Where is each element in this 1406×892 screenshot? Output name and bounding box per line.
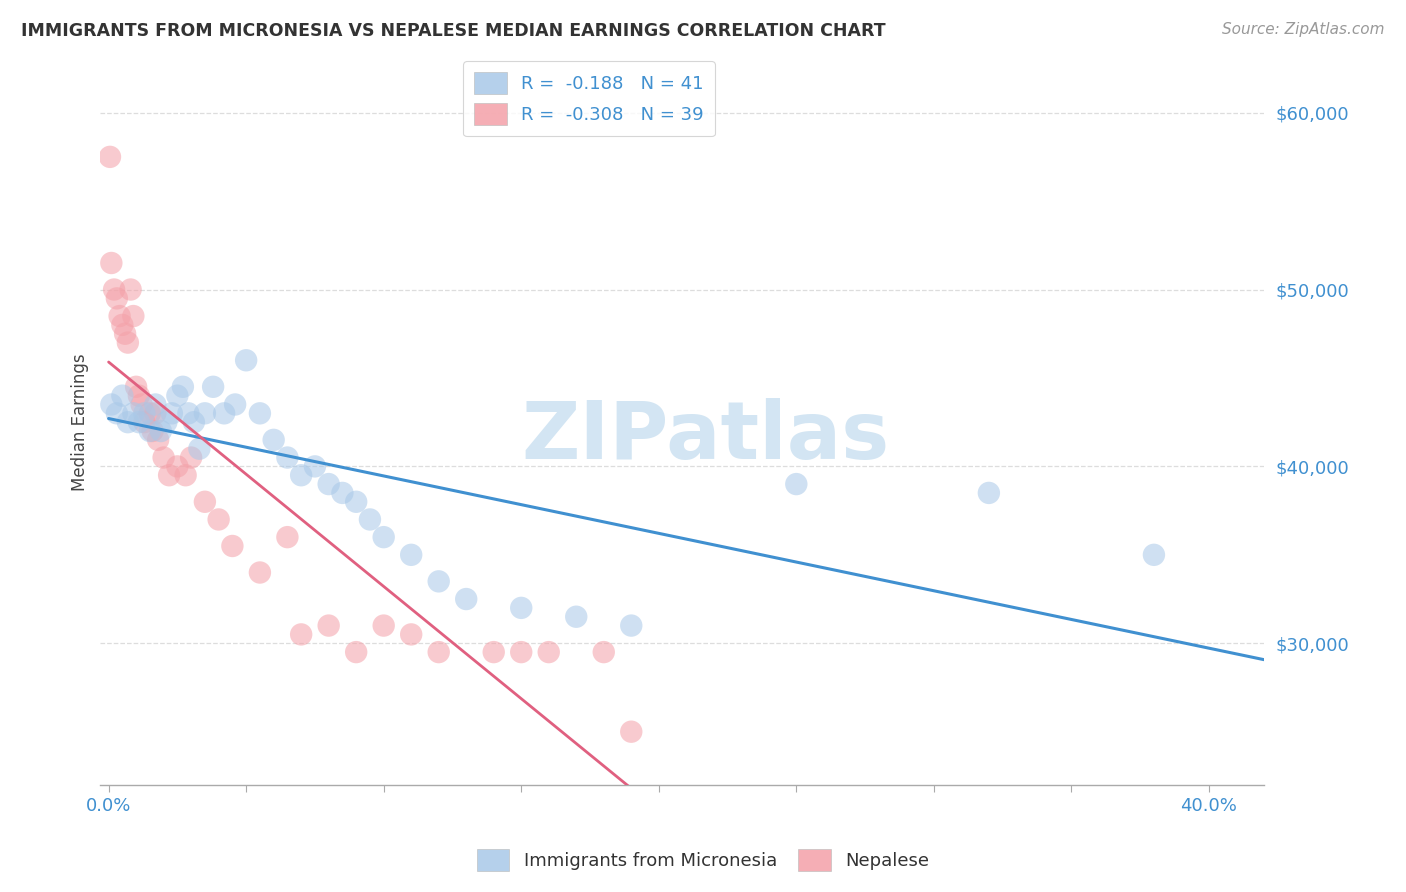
Point xyxy=(155,415,177,429)
Point xyxy=(427,574,450,589)
Legend: R =  -0.188   N = 41, R =  -0.308   N = 39: R = -0.188 N = 41, R = -0.308 N = 39 xyxy=(464,62,714,136)
Point xyxy=(146,433,169,447)
Point xyxy=(977,486,1000,500)
Point xyxy=(202,380,225,394)
Point xyxy=(399,548,422,562)
Point xyxy=(290,468,312,483)
Point xyxy=(359,512,381,526)
Point xyxy=(537,645,560,659)
Point xyxy=(249,566,271,580)
Point xyxy=(114,326,136,341)
Point xyxy=(276,450,298,465)
Point xyxy=(249,406,271,420)
Point xyxy=(174,468,197,483)
Point xyxy=(221,539,243,553)
Point xyxy=(194,495,217,509)
Point xyxy=(98,150,121,164)
Point xyxy=(142,424,165,438)
Point xyxy=(122,406,145,420)
Point xyxy=(1143,548,1166,562)
Point xyxy=(304,459,326,474)
Point xyxy=(157,468,180,483)
Point xyxy=(194,406,217,420)
Point xyxy=(134,406,156,420)
Point xyxy=(160,406,183,420)
Point xyxy=(152,450,174,465)
Point xyxy=(235,353,257,368)
Point xyxy=(290,627,312,641)
Point xyxy=(456,592,478,607)
Point xyxy=(263,433,285,447)
Point xyxy=(373,530,395,544)
Point xyxy=(344,645,367,659)
Point xyxy=(183,415,205,429)
Point xyxy=(166,389,188,403)
Point xyxy=(134,415,156,429)
Point xyxy=(332,486,354,500)
Point xyxy=(172,380,194,394)
Y-axis label: Median Earnings: Median Earnings xyxy=(72,353,89,491)
Point xyxy=(117,415,139,429)
Point xyxy=(145,406,167,420)
Point xyxy=(120,283,142,297)
Point xyxy=(177,406,200,420)
Text: ZIPatlas: ZIPatlas xyxy=(522,398,890,475)
Point xyxy=(111,318,134,332)
Point xyxy=(482,645,505,659)
Point xyxy=(125,380,148,394)
Point xyxy=(166,459,188,474)
Point xyxy=(510,645,533,659)
Point xyxy=(399,627,422,641)
Point xyxy=(100,256,122,270)
Point xyxy=(510,600,533,615)
Point xyxy=(108,309,131,323)
Point xyxy=(180,450,202,465)
Text: IMMIGRANTS FROM MICRONESIA VS NEPALESE MEDIAN EARNINGS CORRELATION CHART: IMMIGRANTS FROM MICRONESIA VS NEPALESE M… xyxy=(21,22,886,40)
Point xyxy=(212,406,235,420)
Point xyxy=(128,415,150,429)
Point xyxy=(344,495,367,509)
Point xyxy=(785,477,807,491)
Point xyxy=(100,397,122,411)
Point xyxy=(122,309,145,323)
Point xyxy=(139,406,162,420)
Legend: Immigrants from Micronesia, Nepalese: Immigrants from Micronesia, Nepalese xyxy=(470,842,936,879)
Point xyxy=(565,609,588,624)
Point xyxy=(145,397,167,411)
Point xyxy=(149,424,172,438)
Point xyxy=(117,335,139,350)
Point xyxy=(131,397,153,411)
Text: Source: ZipAtlas.com: Source: ZipAtlas.com xyxy=(1222,22,1385,37)
Point xyxy=(105,291,128,305)
Point xyxy=(318,618,340,632)
Point xyxy=(373,618,395,632)
Point xyxy=(103,283,125,297)
Point xyxy=(208,512,231,526)
Point xyxy=(620,618,643,632)
Point xyxy=(318,477,340,491)
Point xyxy=(276,530,298,544)
Point xyxy=(105,406,128,420)
Point xyxy=(128,389,150,403)
Point xyxy=(620,724,643,739)
Point xyxy=(139,424,162,438)
Point xyxy=(224,397,246,411)
Point xyxy=(427,645,450,659)
Point xyxy=(592,645,614,659)
Point xyxy=(188,442,211,456)
Point xyxy=(111,389,134,403)
